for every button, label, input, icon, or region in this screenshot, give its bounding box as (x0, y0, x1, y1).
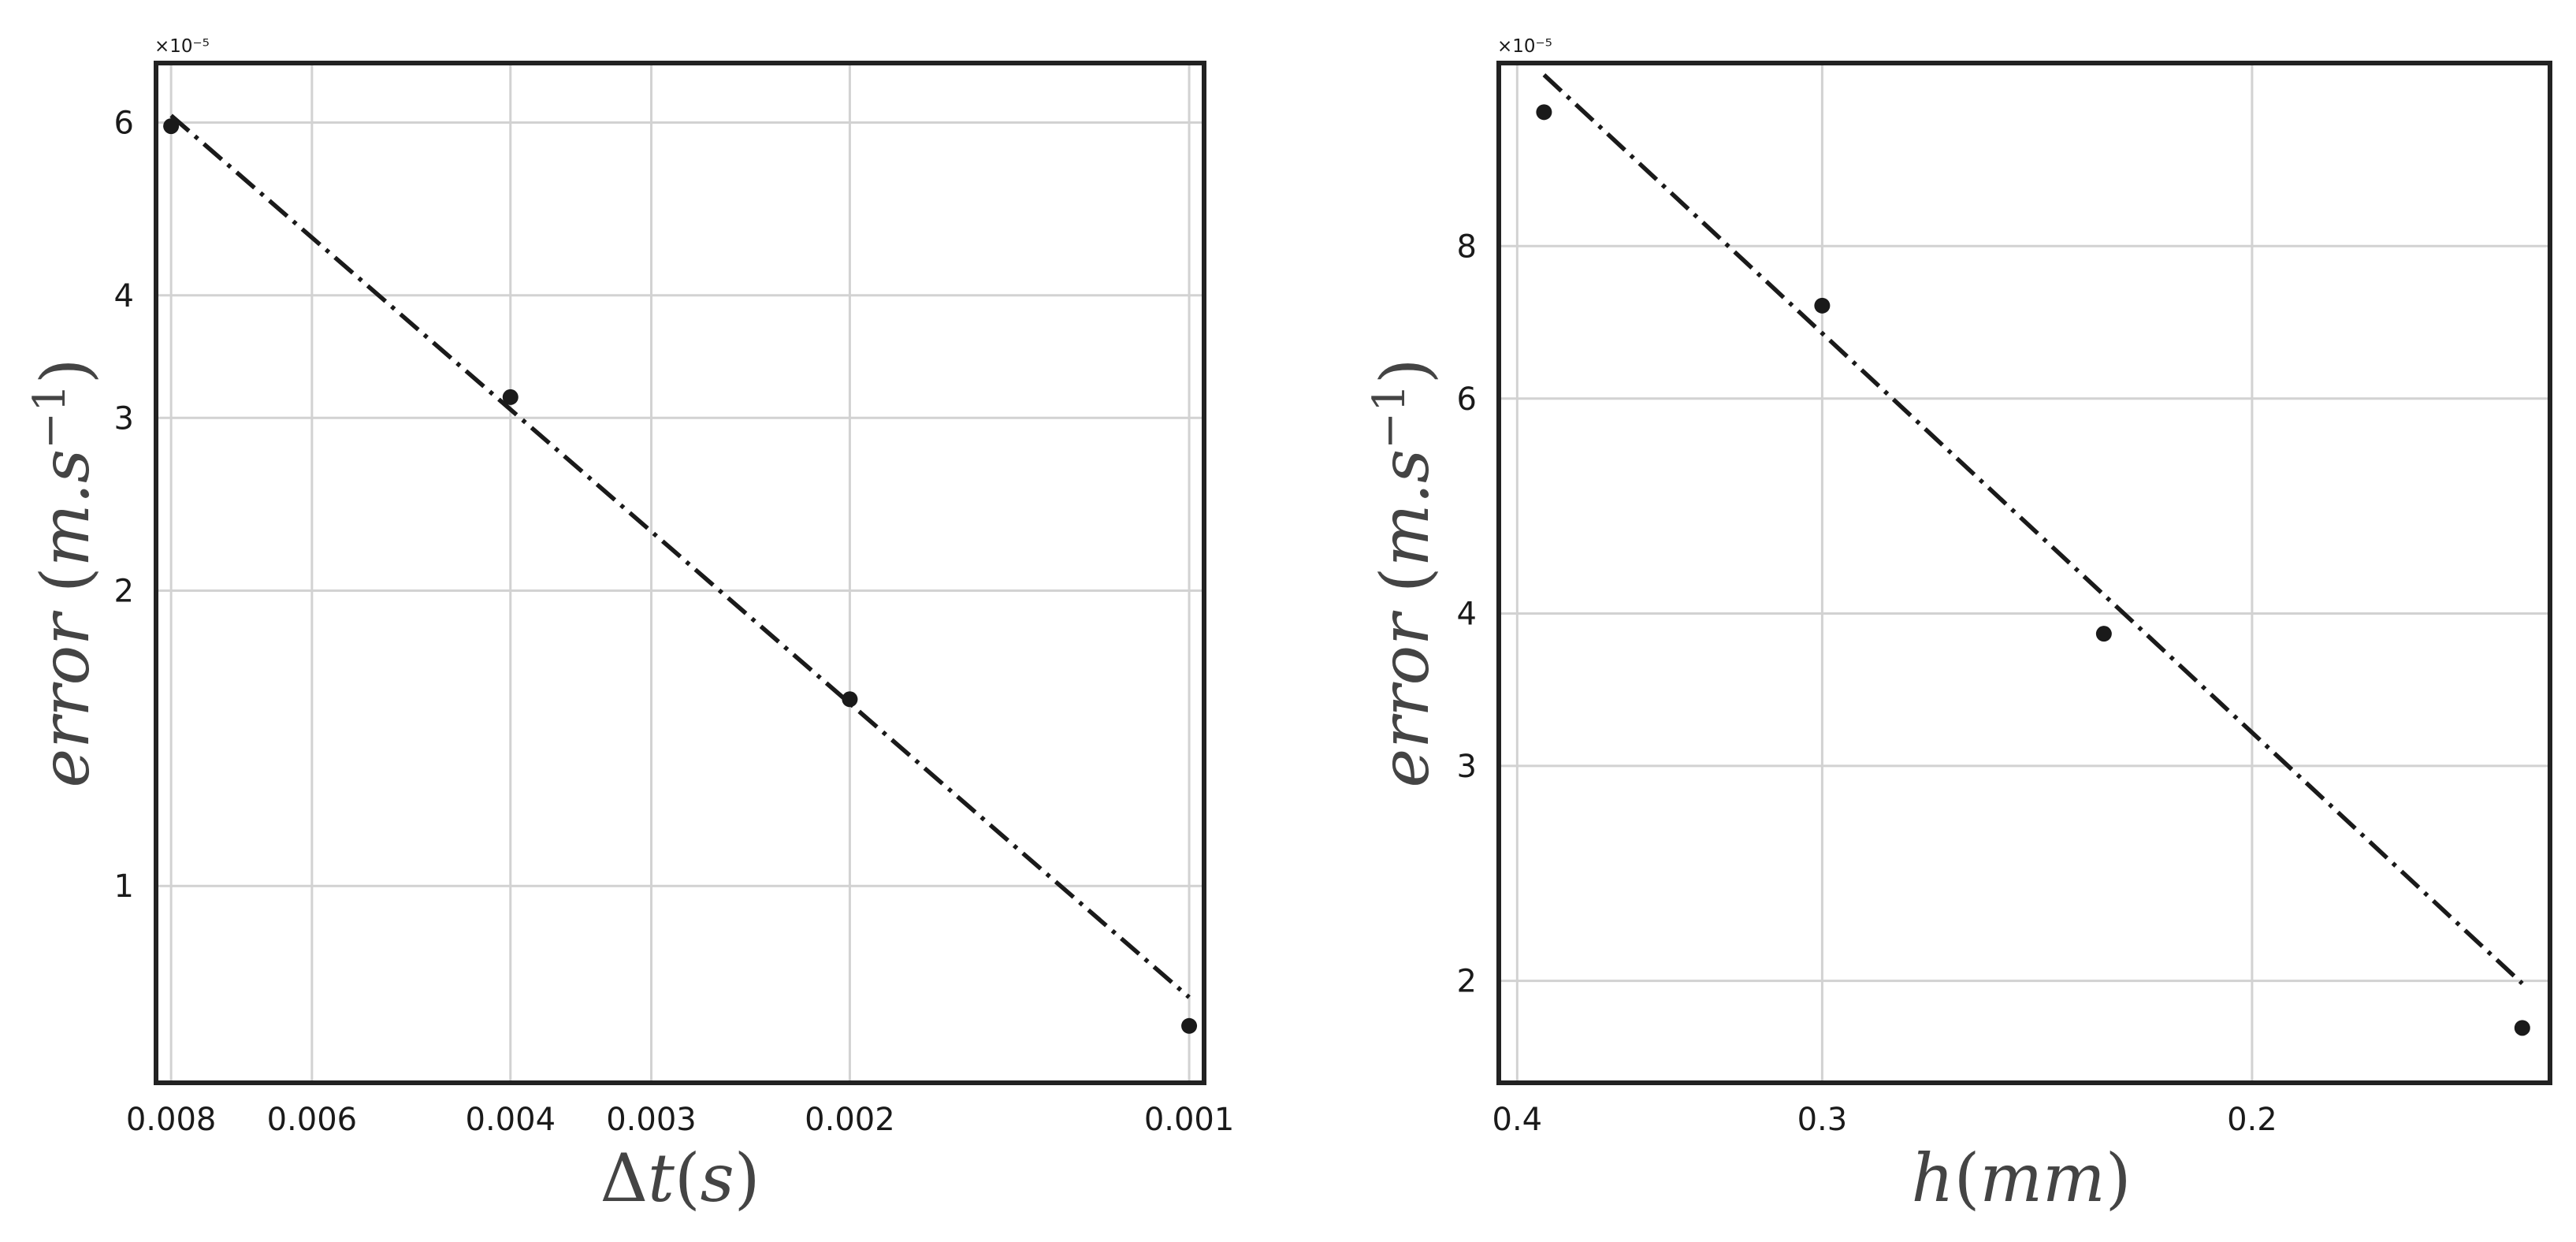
chart-right-yticks: 2 3 4 6 8 (1457, 229, 1477, 999)
y-tick-label: 3 (114, 400, 134, 437)
chart-right-grid (1499, 63, 2550, 1083)
x-tick-label: 0.003 (606, 1102, 697, 1138)
x-tick-label: 0.004 (466, 1102, 556, 1138)
data-point (2514, 1020, 2530, 1036)
y-tick-label: 6 (1457, 381, 1477, 418)
y-tick-label: 2 (114, 573, 134, 609)
data-point (502, 389, 519, 405)
x-tick-label: 0.006 (267, 1102, 358, 1138)
y-tick-label: 2 (1457, 964, 1477, 1000)
chart-right-x-axis-label: h(mm) (1912, 1140, 2132, 1217)
data-point (1536, 104, 1552, 121)
chart-left-offset-text: ×10⁻⁵ (154, 36, 210, 57)
chart-left-xticks: 0.008 0.006 0.004 0.003 0.002 0.001 (126, 1102, 1234, 1138)
data-point (1181, 1017, 1198, 1034)
x-tick-label: 0.002 (805, 1102, 895, 1138)
chart-right-y-axis-label: error (m.s−1) (1364, 358, 1444, 787)
y-tick-label: 8 (1457, 229, 1477, 265)
x-tick-label: 0.2 (2227, 1102, 2277, 1138)
chart-right-frame (1496, 61, 2552, 1085)
data-point (842, 691, 858, 708)
y-tick-label: 4 (1457, 596, 1477, 632)
chart-left: 0.008 0.006 0.004 0.003 0.002 0.001 1 2 3 4 6 ×10… (24, 36, 1234, 1217)
chart-left-x-axis-label: Δt(s) (600, 1140, 760, 1217)
x-tick-label: 0.3 (1797, 1102, 1848, 1138)
chart-right-offset-text: ×10⁻⁵ (1497, 36, 1552, 57)
fit-line (169, 113, 1191, 999)
fit-line (1542, 73, 2524, 986)
x-tick-label: 0.4 (1492, 1102, 1543, 1138)
chart-left-frame (154, 61, 1206, 1085)
chart-right-fit (1542, 73, 2524, 986)
data-point (163, 118, 180, 135)
y-tick-label: 4 (114, 278, 134, 314)
chart-right-xticks: 0.4 0.3 0.2 (1492, 1102, 2277, 1138)
y-tick-label: 6 (114, 106, 134, 142)
chart-right-points (1536, 104, 2530, 1036)
data-point (1814, 297, 1831, 314)
x-tick-label: 0.001 (1144, 1102, 1235, 1138)
chart-right: 0.4 0.3 0.2 2 3 4 6 8 ×10⁻⁵ h(mm) error (m.s−1… (1364, 36, 2552, 1217)
chart-left-yticks: 1 2 3 4 6 (114, 106, 134, 905)
chart-left-points (163, 118, 1198, 1034)
chart-left-fit (169, 113, 1191, 999)
chart-left-y-axis-label: error (m.s−1) (24, 358, 104, 787)
data-point (2095, 626, 2112, 642)
y-tick-label: 1 (114, 868, 134, 905)
x-tick-label: 0.008 (126, 1102, 217, 1138)
chart-left-grid (156, 63, 1204, 1083)
y-tick-label: 3 (1457, 749, 1477, 785)
